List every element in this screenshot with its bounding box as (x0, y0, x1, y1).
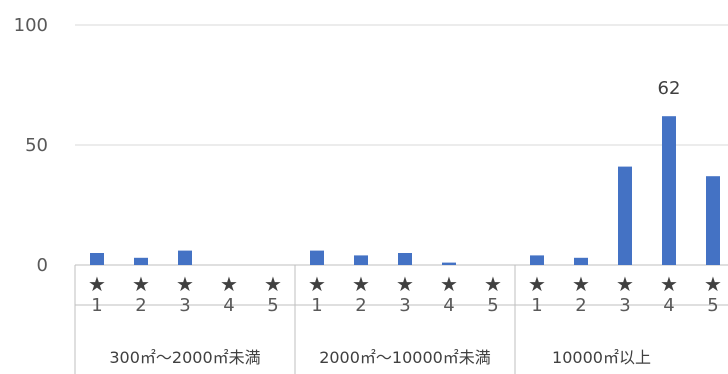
category-number-label: 3 (619, 295, 630, 316)
data-label: 62 (658, 78, 681, 99)
category-star-label: ★ (396, 272, 414, 296)
group-label: 300㎡～2000㎡未満 (109, 348, 260, 367)
category-number-label: 1 (91, 295, 102, 316)
category-star-label: ★ (132, 272, 150, 296)
category-number-label: 3 (179, 295, 190, 316)
bar (398, 253, 412, 265)
category-star-label: ★ (264, 272, 282, 296)
category-star-label: ★ (704, 272, 722, 296)
bar (662, 116, 676, 265)
category-number-label: 5 (707, 295, 718, 316)
category-star-label: ★ (308, 272, 326, 296)
y-tick-label: 50 (25, 135, 48, 156)
category-star-label: ★ (352, 272, 370, 296)
category-star-label: ★ (484, 272, 502, 296)
group-label: 10000㎡以上 (552, 348, 651, 367)
category-number-label: 1 (311, 295, 322, 316)
category-number-label: 2 (355, 295, 366, 316)
category-number-label: 4 (443, 295, 454, 316)
bar (178, 250, 192, 265)
bar (90, 253, 104, 265)
category-star-label: ★ (572, 272, 590, 296)
bar (706, 176, 720, 265)
group-label: 2000㎡～10000㎡未満 (319, 348, 491, 367)
category-star-label: ★ (440, 272, 458, 296)
category-number-label: 5 (267, 295, 278, 316)
bar (530, 255, 544, 265)
category-number-label: 1 (531, 295, 542, 316)
category-star-label: ★ (176, 272, 194, 296)
category-star-label: ★ (528, 272, 546, 296)
bar (618, 166, 632, 265)
bar (442, 262, 456, 265)
category-number-label: 2 (575, 295, 586, 316)
category-star-label: ★ (660, 272, 678, 296)
category-number-label: 4 (663, 295, 674, 316)
category-star-label: ★ (220, 272, 238, 296)
category-number-label: 3 (399, 295, 410, 316)
bar (134, 257, 148, 265)
y-tick-label: 0 (37, 255, 48, 276)
category-star-label: ★ (88, 272, 106, 296)
category-number-label: 5 (487, 295, 498, 316)
bar (354, 255, 368, 265)
category-number-label: 2 (135, 295, 146, 316)
bar (310, 250, 324, 265)
bar (574, 257, 588, 265)
category-number-label: 4 (223, 295, 234, 316)
y-tick-label: 100 (14, 15, 48, 36)
category-star-label: ★ (616, 272, 634, 296)
